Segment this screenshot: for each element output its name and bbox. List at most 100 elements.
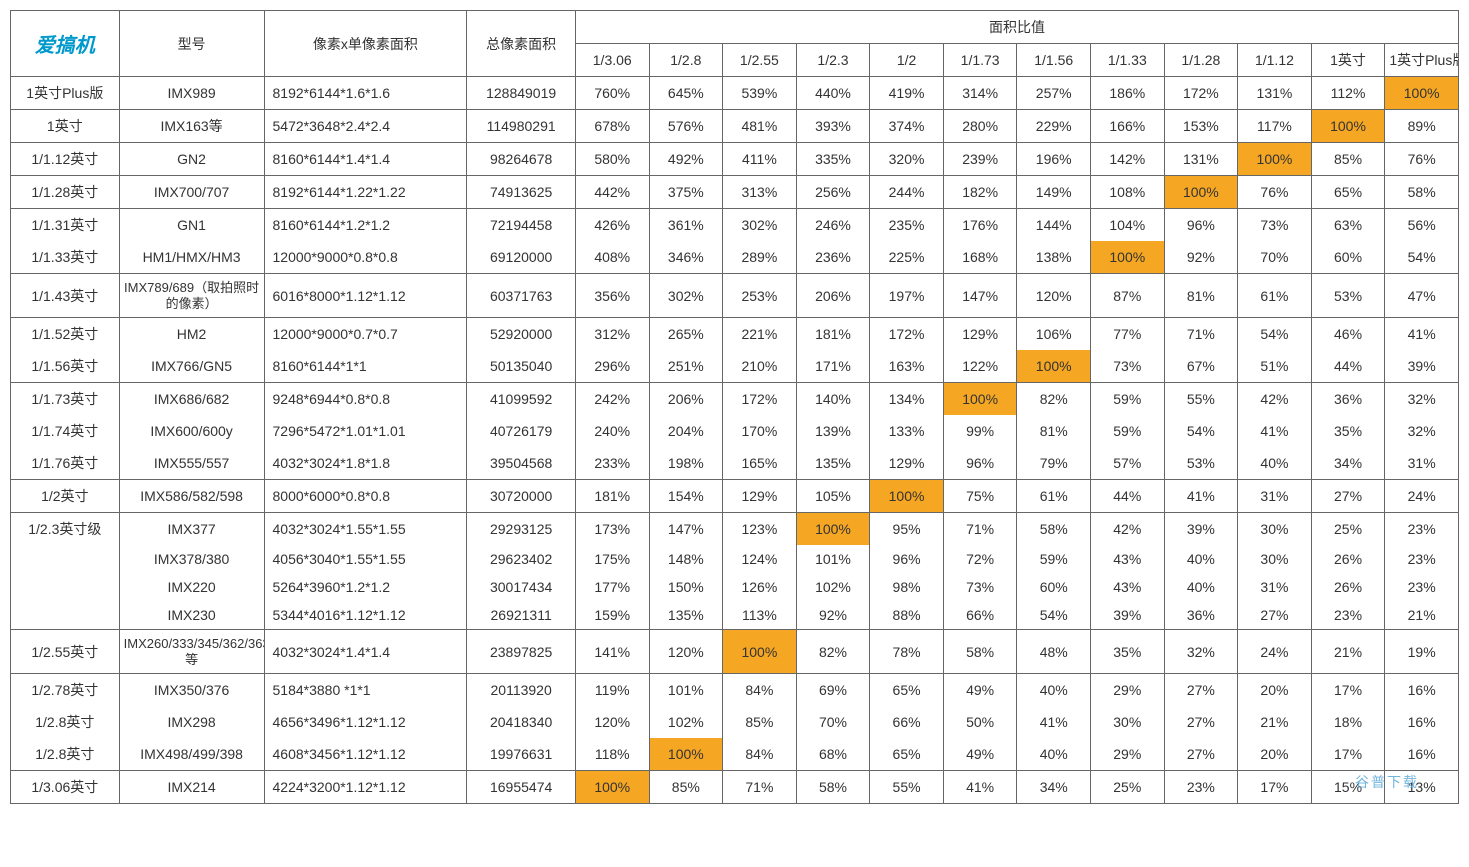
cell-ratio: 101%	[649, 674, 723, 707]
cell-total-area: 52920000	[467, 318, 576, 351]
cell-size: 1/2.8英寸	[11, 738, 120, 771]
table-row: 1/1.76英寸IMX555/5574032*3024*1.8*1.839504…	[11, 447, 1459, 480]
cell-total-area: 19976631	[467, 738, 576, 771]
cell-total-area: 128849019	[467, 77, 576, 110]
cell-model: IMX789/689（取拍照时的像素）	[119, 274, 264, 318]
cell-ratio: 75%	[943, 480, 1017, 513]
cell-ratio: 53%	[1164, 447, 1238, 480]
cell-ratio: 426%	[575, 209, 649, 242]
cell-ratio: 21%	[1311, 630, 1385, 674]
cell-pixel-formula: 7296*5472*1.01*1.01	[264, 415, 467, 447]
cell-ratio: 442%	[575, 176, 649, 209]
cell-ratio: 63%	[1311, 209, 1385, 242]
cell-ratio: 15%	[1311, 771, 1385, 804]
cell-ratio: 59%	[1091, 383, 1165, 416]
cell-ratio: 60%	[1017, 573, 1091, 601]
header-ratio-col: 1/1.73	[943, 44, 1017, 77]
cell-ratio: 100%	[1017, 350, 1091, 383]
cell-ratio: 101%	[796, 545, 870, 573]
cell-ratio: 150%	[649, 573, 723, 601]
cell-ratio: 120%	[1017, 274, 1091, 318]
cell-ratio: 165%	[723, 447, 797, 480]
cell-ratio: 23%	[1385, 513, 1459, 546]
cell-ratio: 197%	[870, 274, 944, 318]
cell-pixel-formula: 8160*6144*1*1	[264, 350, 467, 383]
cell-ratio: 411%	[723, 143, 797, 176]
cell-total-area: 30017434	[467, 573, 576, 601]
cell-ratio: 118%	[575, 738, 649, 771]
cell-ratio: 34%	[1311, 447, 1385, 480]
cell-ratio: 225%	[870, 241, 944, 274]
cell-pixel-formula: 8192*6144*1.22*1.22	[264, 176, 467, 209]
cell-ratio: 65%	[870, 738, 944, 771]
cell-ratio: 221%	[723, 318, 797, 351]
cell-ratio: 30%	[1238, 513, 1312, 546]
cell-ratio: 60%	[1311, 241, 1385, 274]
cell-ratio: 25%	[1091, 771, 1165, 804]
cell-ratio: 66%	[943, 601, 1017, 630]
cell-ratio: 251%	[649, 350, 723, 383]
cell-ratio: 166%	[1091, 110, 1165, 143]
cell-model: GN2	[119, 143, 264, 176]
cell-model: IMX350/376	[119, 674, 264, 707]
cell-ratio: 96%	[1164, 209, 1238, 242]
table-row: 1英寸IMX163等5472*3648*2.4*2.4114980291678%…	[11, 110, 1459, 143]
cell-ratio: 302%	[723, 209, 797, 242]
cell-model: IMX555/557	[119, 447, 264, 480]
cell-ratio: 168%	[943, 241, 1017, 274]
cell-ratio: 43%	[1091, 545, 1165, 573]
cell-ratio: 233%	[575, 447, 649, 480]
cell-ratio: 206%	[649, 383, 723, 416]
cell-total-area: 60371763	[467, 274, 576, 318]
cell-ratio: 95%	[870, 513, 944, 546]
cell-ratio: 244%	[870, 176, 944, 209]
table-row: 1/2.8英寸IMX2984656*3496*1.12*1.1220418340…	[11, 706, 1459, 738]
cell-ratio: 71%	[1164, 318, 1238, 351]
cell-ratio: 172%	[1164, 77, 1238, 110]
cell-ratio: 49%	[943, 738, 1017, 771]
cell-ratio: 131%	[1164, 143, 1238, 176]
cell-ratio: 124%	[723, 545, 797, 573]
cell-ratio: 177%	[575, 573, 649, 601]
cell-ratio: 67%	[1164, 350, 1238, 383]
cell-ratio: 18%	[1311, 706, 1385, 738]
cell-ratio: 26%	[1311, 573, 1385, 601]
cell-ratio: 142%	[1091, 143, 1165, 176]
cell-ratio: 17%	[1311, 674, 1385, 707]
cell-ratio: 100%	[1238, 143, 1312, 176]
cell-ratio: 198%	[649, 447, 723, 480]
cell-ratio: 96%	[870, 545, 944, 573]
cell-ratio: 580%	[575, 143, 649, 176]
cell-ratio: 39%	[1164, 513, 1238, 546]
cell-ratio: 72%	[943, 545, 1017, 573]
cell-ratio: 154%	[649, 480, 723, 513]
cell-ratio: 246%	[796, 209, 870, 242]
cell-model: IMX586/582/598	[119, 480, 264, 513]
cell-ratio: 54%	[1385, 241, 1459, 274]
cell-pixel-formula: 4656*3496*1.12*1.12	[264, 706, 467, 738]
cell-ratio: 40%	[1017, 738, 1091, 771]
cell-ratio: 102%	[649, 706, 723, 738]
cell-model: IMX378/380	[119, 545, 264, 573]
cell-ratio: 123%	[723, 513, 797, 546]
cell-ratio: 100%	[1164, 176, 1238, 209]
cell-ratio: 170%	[723, 415, 797, 447]
cell-size	[11, 601, 120, 630]
cell-model: GN1	[119, 209, 264, 242]
cell-ratio: 539%	[723, 77, 797, 110]
cell-model: IMX260/333/345/362/363等	[119, 630, 264, 674]
cell-total-area: 98264678	[467, 143, 576, 176]
cell-pixel-formula: 12000*9000*0.8*0.8	[264, 241, 467, 274]
cell-pixel-formula: 5472*3648*2.4*2.4	[264, 110, 467, 143]
table-row: 1/1.33英寸HM1/HMX/HM312000*9000*0.8*0.8691…	[11, 241, 1459, 274]
cell-ratio: 87%	[1091, 274, 1165, 318]
cell-ratio: 21%	[1385, 601, 1459, 630]
table-row: IMX2305344*4016*1.12*1.1226921311159%135…	[11, 601, 1459, 630]
cell-ratio: 314%	[943, 77, 1017, 110]
cell-ratio: 92%	[1164, 241, 1238, 274]
cell-ratio: 82%	[796, 630, 870, 674]
cell-ratio: 56%	[1385, 209, 1459, 242]
cell-ratio: 106%	[1017, 318, 1091, 351]
table-row: 1/2.78英寸IMX350/3765184*3880 *1*120113920…	[11, 674, 1459, 707]
cell-ratio: 36%	[1164, 601, 1238, 630]
